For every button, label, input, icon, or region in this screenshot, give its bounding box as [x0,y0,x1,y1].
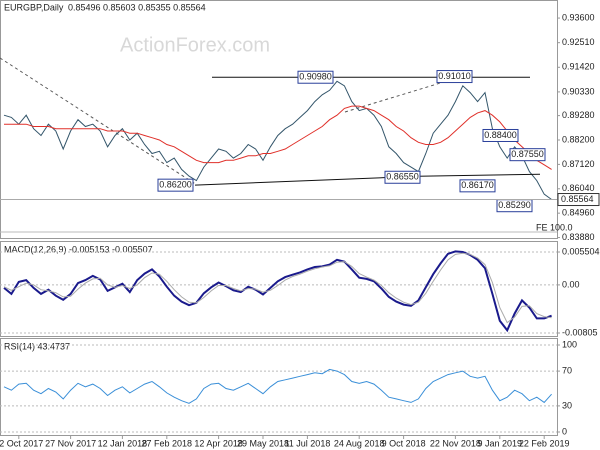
level-label: 0.85290 [498,200,531,210]
y-tick-label: 0.93600 [562,12,595,22]
x-tick-label: 29 May 2018 [237,438,289,448]
rsi-title: RSI(14) 43.4737 [4,341,70,351]
watermark: ActionForex.com [120,34,270,56]
y-tick-label: 0.005504 [562,246,600,256]
x-tick-label: 22 Nov 2018 [430,438,481,448]
level-label: 0.87550 [511,149,544,159]
level-label: 0.86170 [461,180,494,190]
y-tick-label: 30 [562,400,572,410]
x-tick-label: 22 Feb 2019 [519,438,570,448]
x-tick-label: 12 Oct 2017 [0,438,43,448]
last-price-label: 0.85564 [561,194,594,204]
level-box [459,179,496,193]
y-tick-label: 100 [562,339,577,349]
level-box [482,128,519,142]
level-label: 0.86200 [159,180,192,190]
y-tick-label: 0.89280 [562,110,595,120]
x-tick-label: 12 Jan 2018 [98,438,148,448]
support-line [194,175,419,186]
level-box [384,170,421,184]
level-box [297,70,334,84]
series-line [3,250,552,333]
symbol: EURGBP,Daily [4,2,64,12]
x-tick-label: 27 Feb 2018 [142,438,193,448]
level-label: 0.88400 [484,130,517,140]
x-tick-label: 9 Jan 2019 [478,438,523,448]
y-tick-label: 0.88200 [562,134,595,144]
level-label: 0.91010 [438,71,471,81]
level-box [157,178,194,192]
y-tick-label: 0 [562,426,567,436]
price-panel [0,0,558,239]
x-tick-label: 12 Apr 2018 [194,438,243,448]
x-tick-label: 11 Jul 2018 [284,438,330,448]
last-price-tag [557,193,600,207]
fe-label: FE 100.0 [536,222,573,232]
level-box [436,70,473,84]
x-tick-label: 9 Oct 2018 [382,438,426,448]
level-label: 0.90980 [299,72,332,82]
support-line [417,173,541,177]
series-line [3,80,552,200]
quote: 0.85496 0.85603 0.85355 0.85564 [68,2,206,12]
level-label: 0.86550 [386,172,419,182]
rsi-panel [0,338,558,436]
y-tick-label: 0.92510 [562,37,595,47]
macd-title: MACD(12,26,9) -0.005153 -0.005507 [4,244,153,254]
x-tick-label: 27 Nov 2017 [45,438,96,448]
y-tick-label: 0.83880 [562,232,595,242]
level-box [509,148,546,162]
y-tick-label: 0.91420 [562,62,595,72]
y-tick-label: 0.87120 [562,159,595,169]
series-line [4,105,552,170]
y-tick-label: 0.84960 [562,208,595,218]
x-tick-label: 24 Aug 2018 [334,438,385,448]
series-line [3,368,552,404]
macd-panel [0,241,558,337]
y-tick-label: 0.90330 [562,86,595,96]
y-tick-label: -0.00805 [562,327,598,337]
y-tick-label: 0.00 [562,279,580,289]
series-line [3,252,552,324]
y-tick-label: 70 [562,365,572,375]
y-tick-label: 0.86040 [562,183,595,193]
